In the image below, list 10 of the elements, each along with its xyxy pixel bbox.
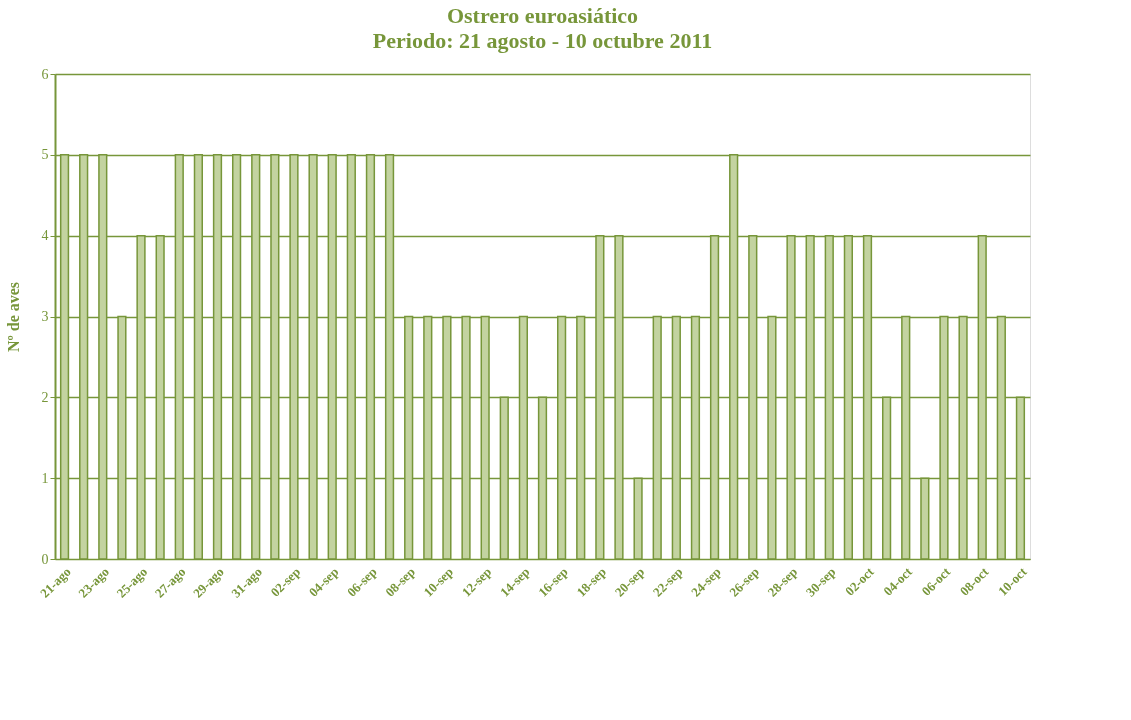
y-tick-label: 4 — [41, 228, 49, 244]
y-tick-label: 1 — [41, 470, 49, 486]
y-tick-label: 0 — [41, 551, 49, 567]
y-axis-title: Nº de aves — [4, 281, 22, 353]
y-tick-label: 6 — [41, 66, 49, 82]
chart-title: Ostrero euroasiático — [446, 3, 639, 28]
y-tick-label: 2 — [41, 389, 49, 405]
chart-subtitle: Periodo: 21 agosto - 10 octubre 2011 — [372, 28, 713, 53]
y-tick-label: 3 — [41, 309, 49, 324]
y-tick-label: 5 — [41, 147, 49, 163]
